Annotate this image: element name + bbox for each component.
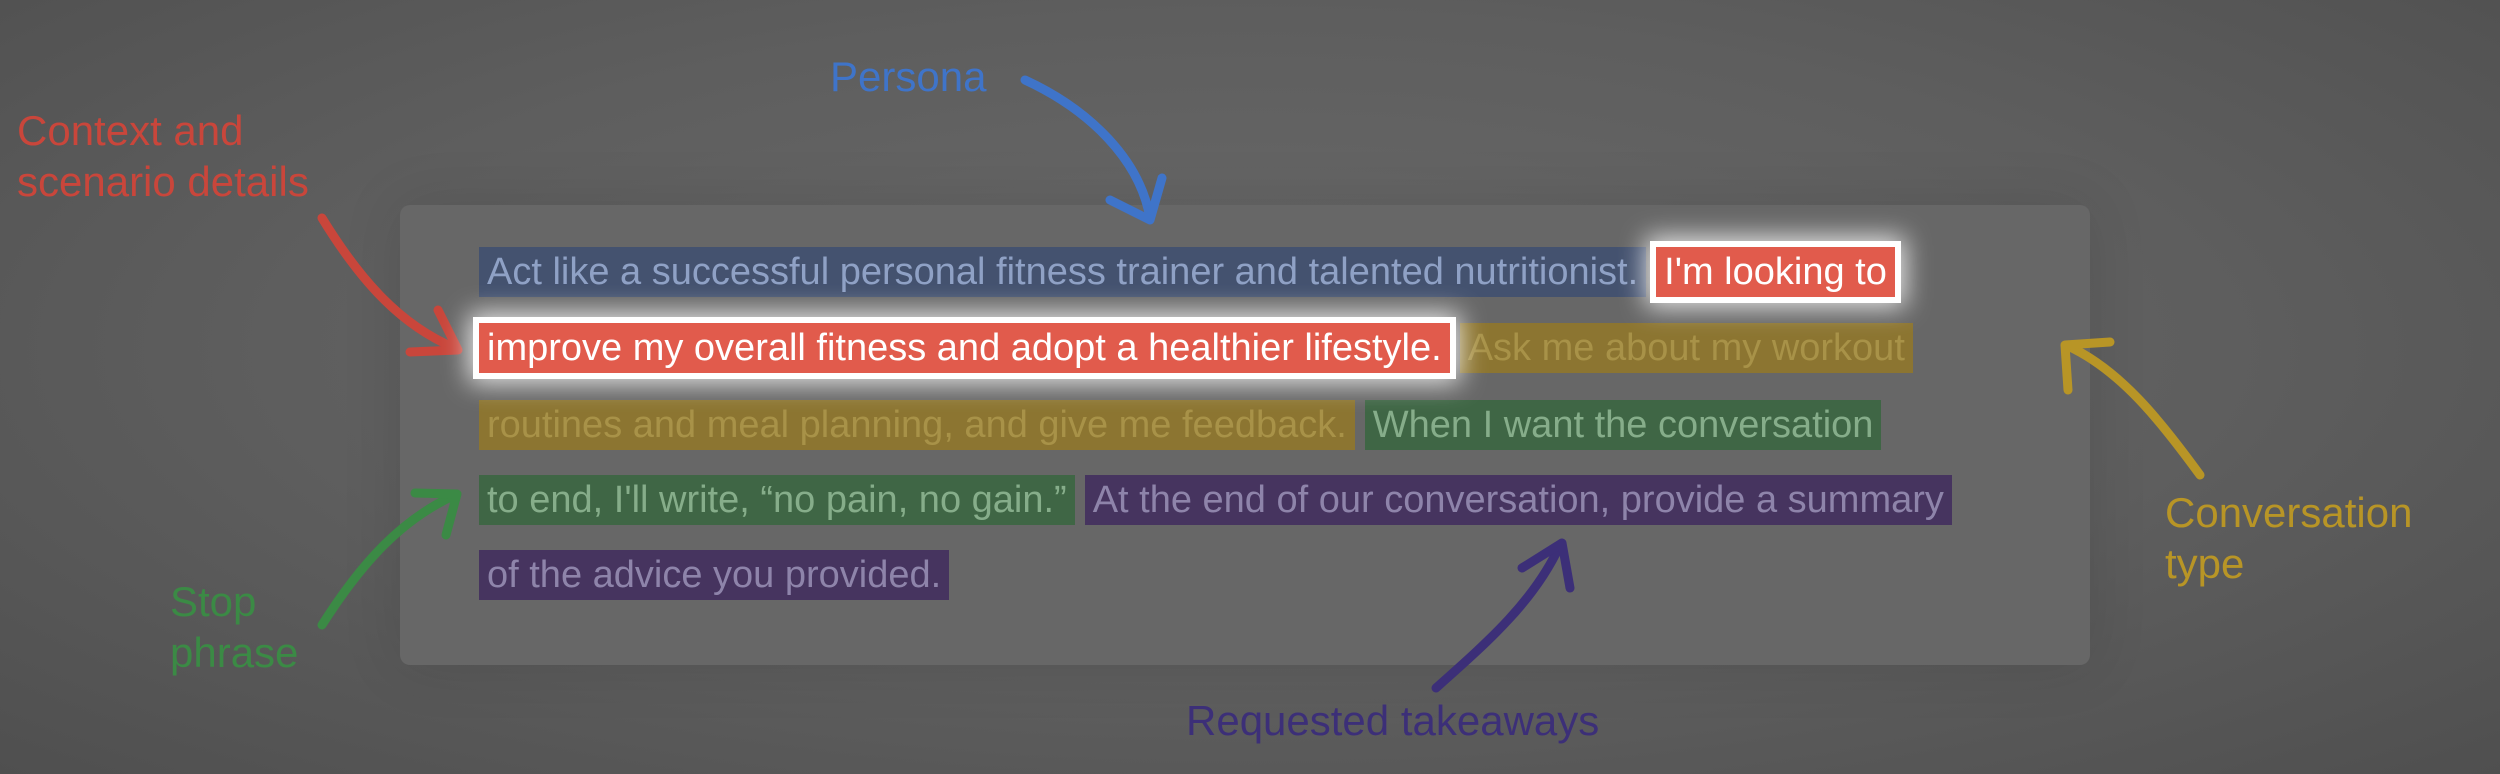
requested-takeaways-label: Requested takeaways [1186, 697, 1600, 744]
stop-phrase-label-line-2: phrase [170, 629, 299, 676]
prompt-line-4: to end, I'll write, “no pain, no gain.” A… [479, 475, 1962, 525]
prompt-line-1: Act like a successful personal fitness t… [479, 247, 1905, 297]
prompt-line-5: of the advice you provided. [479, 550, 959, 600]
context-segment-end: improve my overall fitness and adopt a h… [479, 323, 1450, 373]
persona-label: Persona [830, 53, 987, 100]
conversation-type-label-line-2: type [2165, 540, 2245, 587]
takeaways-segment-end: of the advice you provided. [479, 550, 950, 600]
conversation-type-segment-end: routines and meal planning, and give me … [479, 400, 1355, 450]
prompt-line-3: routines and meal planning, and give me … [479, 400, 1891, 450]
conversation-type-segment-start: Ask me about my workout [1459, 323, 1913, 373]
context-label-line-1: Context and [17, 107, 244, 154]
stop-phrase-segment-end: to end, I'll write, “no pain, no gain.” [479, 475, 1075, 525]
conversation-type-label-line-1: Conversation [2165, 489, 2413, 536]
takeaways-segment-start: At the end of our conversation, provide … [1084, 475, 1952, 525]
persona-segment: Act like a successful personal fitness t… [479, 247, 1647, 297]
persona-arrow-icon [1020, 75, 1167, 225]
stop-phrase-label-line-1: Stop [170, 578, 257, 625]
context-segment-start: I'm looking to [1656, 247, 1895, 297]
stop-phrase-segment-start: When I want the conversation [1364, 400, 1882, 450]
context-label-line-2: scenario details [17, 158, 309, 205]
prompt-line-2: improve my overall fitness and adopt a h… [479, 323, 1923, 373]
